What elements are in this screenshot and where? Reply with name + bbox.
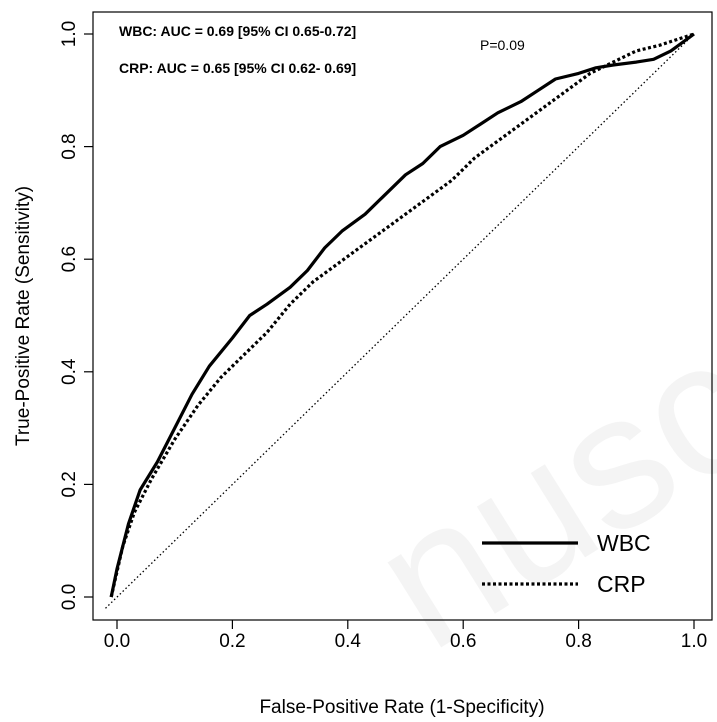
- x-tick-label: 0.4: [335, 631, 362, 652]
- series-layer: [105, 32, 695, 609]
- crp-auc-annotation: CRP: AUC = 0.65 [95% CI 0.62- 0.69]: [119, 60, 356, 76]
- legend: WBC CRP: [482, 530, 651, 597]
- y-tick-label: 0.2: [59, 471, 80, 497]
- y-tick-label: 0.4: [59, 358, 80, 385]
- y-tick-label: 0.0: [59, 584, 80, 610]
- x-tick-label: 0.8: [565, 631, 591, 652]
- x-tick-label: 1.0: [681, 631, 707, 652]
- x-axis-title: False-Positive Rate (1-Specificity): [259, 697, 544, 718]
- x-tick-label: 0.0: [104, 631, 130, 652]
- legend-wbc-label: WBC: [597, 530, 651, 556]
- wbc-auc-annotation: WBC: AUC = 0.69 [95% CI 0.65-0.72]: [119, 23, 356, 39]
- series-line-wbc: [109, 32, 695, 598]
- watermark-text: nuscr: [339, 263, 717, 689]
- y-axis-title: True-Positive Rate (Sensitivity): [13, 186, 34, 446]
- x-tick-label: 0.2: [219, 631, 245, 652]
- y-tick-label: 1.0: [59, 21, 80, 47]
- legend-crp-label: CRP: [597, 571, 646, 597]
- y-tick-label: 0.6: [59, 246, 80, 272]
- axis-ticks: 0.0 0.2 0.4 0.6 0.8 1.0 0.0 0.2 0.4 0.6 0.8 1.0: [59, 21, 707, 652]
- p-value-annotation: P=0.09: [480, 37, 525, 53]
- x-tick-label: 0.6: [450, 631, 476, 652]
- plot-frame: [92, 11, 713, 621]
- reference-diagonal-line: [105, 33, 695, 609]
- y-tick-label: 0.8: [59, 133, 80, 159]
